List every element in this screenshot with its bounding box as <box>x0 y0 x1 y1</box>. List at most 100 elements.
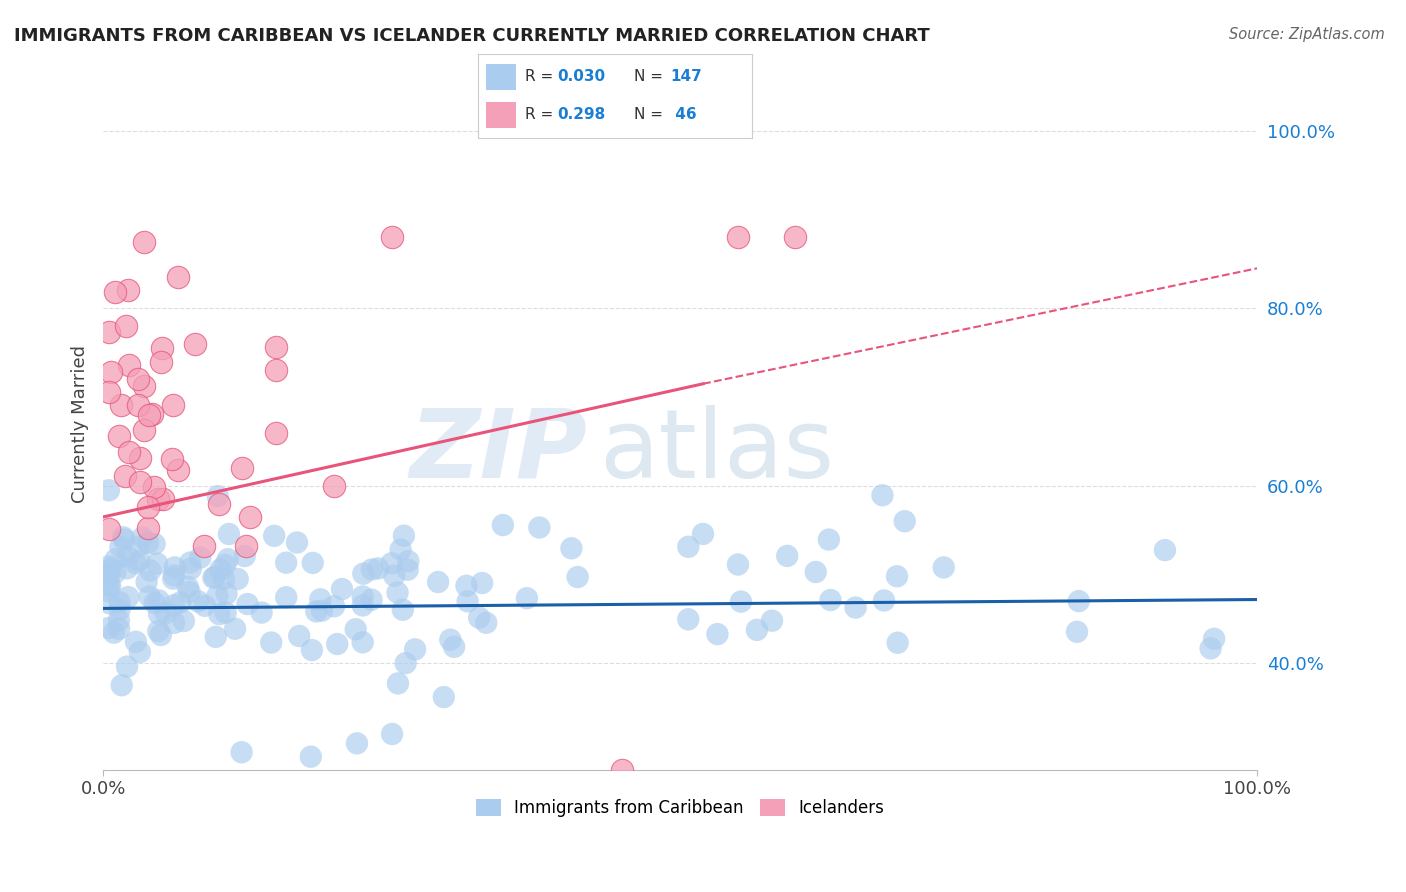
Point <box>468 610 491 624</box>
Text: R =: R = <box>524 69 558 84</box>
Point <box>103 625 125 640</box>
Point <box>134 424 156 438</box>
Point <box>231 461 253 475</box>
Point <box>207 497 229 511</box>
Point <box>264 425 287 440</box>
Point <box>391 603 413 617</box>
Point <box>136 536 159 550</box>
Point <box>207 589 229 603</box>
Point <box>180 562 202 576</box>
Point <box>236 597 259 611</box>
Point <box>239 509 262 524</box>
Point <box>427 574 450 589</box>
Point <box>128 553 150 567</box>
Point <box>382 568 405 582</box>
Point <box>114 469 136 483</box>
Point <box>115 319 138 334</box>
Point <box>360 562 382 576</box>
Point <box>169 595 191 609</box>
Point <box>111 678 134 692</box>
Point <box>162 452 184 467</box>
Point <box>97 621 120 635</box>
Point <box>118 445 141 459</box>
Point <box>264 340 287 354</box>
Point <box>352 635 374 649</box>
Point <box>804 565 827 579</box>
Point <box>187 594 209 608</box>
Text: 0.298: 0.298 <box>558 107 606 122</box>
Point <box>288 629 311 643</box>
Point <box>148 593 170 607</box>
Point <box>152 491 174 506</box>
Bar <box>486 63 516 90</box>
Text: IMMIGRANTS FROM CARIBBEAN VS ICELANDER CURRENTLY MARRIED CORRELATION CHART: IMMIGRANTS FROM CARIBBEAN VS ICELANDER C… <box>14 27 929 45</box>
Point <box>1066 624 1088 639</box>
Point <box>404 642 426 657</box>
Point <box>97 522 120 536</box>
Point <box>761 614 783 628</box>
Point <box>322 479 344 493</box>
Point <box>873 593 896 607</box>
Point <box>387 585 409 599</box>
Point <box>136 521 159 535</box>
Point <box>129 475 152 489</box>
Point <box>263 529 285 543</box>
Point <box>125 556 148 570</box>
Point <box>138 408 160 422</box>
Text: R =: R = <box>524 107 558 122</box>
Text: 46: 46 <box>671 107 696 122</box>
Point <box>107 429 129 443</box>
Point <box>886 569 908 583</box>
Point <box>692 527 714 541</box>
Point <box>1067 594 1090 608</box>
Point <box>381 556 404 570</box>
Point <box>98 596 121 610</box>
Point <box>264 363 287 377</box>
Y-axis label: Currently Married: Currently Married <box>72 344 89 503</box>
Point <box>193 540 215 554</box>
Point <box>104 566 127 580</box>
Point <box>127 398 149 412</box>
Text: atlas: atlas <box>599 405 834 498</box>
Point <box>117 283 139 297</box>
Point <box>163 599 186 613</box>
Point <box>110 540 132 554</box>
Point <box>727 558 749 572</box>
Point <box>131 531 153 545</box>
Point <box>148 607 170 621</box>
Point <box>785 230 807 244</box>
Point <box>893 514 915 528</box>
Point <box>392 529 415 543</box>
Point <box>218 527 240 541</box>
Text: N =: N = <box>634 69 668 84</box>
Point <box>299 749 322 764</box>
Point <box>208 607 231 621</box>
Text: Source: ZipAtlas.com: Source: ZipAtlas.com <box>1229 27 1385 42</box>
Point <box>367 561 389 575</box>
Point <box>97 385 120 400</box>
Point <box>285 535 308 549</box>
Point <box>214 558 236 572</box>
Point <box>115 561 138 575</box>
Point <box>276 591 298 605</box>
Point <box>97 325 120 339</box>
Point <box>612 763 634 777</box>
Point <box>204 570 226 584</box>
Point <box>471 576 494 591</box>
Point <box>162 398 184 412</box>
Point <box>207 489 229 503</box>
Point <box>235 540 257 554</box>
Point <box>149 628 172 642</box>
Text: N =: N = <box>634 107 668 122</box>
Point <box>108 595 131 609</box>
Point <box>146 491 169 506</box>
Point <box>492 518 515 533</box>
Point <box>330 582 353 596</box>
Text: 0.030: 0.030 <box>558 69 606 84</box>
Point <box>516 591 538 606</box>
Point <box>139 564 162 578</box>
Point <box>560 541 582 556</box>
Point <box>305 604 328 618</box>
Point <box>727 230 749 244</box>
Point <box>100 366 122 380</box>
